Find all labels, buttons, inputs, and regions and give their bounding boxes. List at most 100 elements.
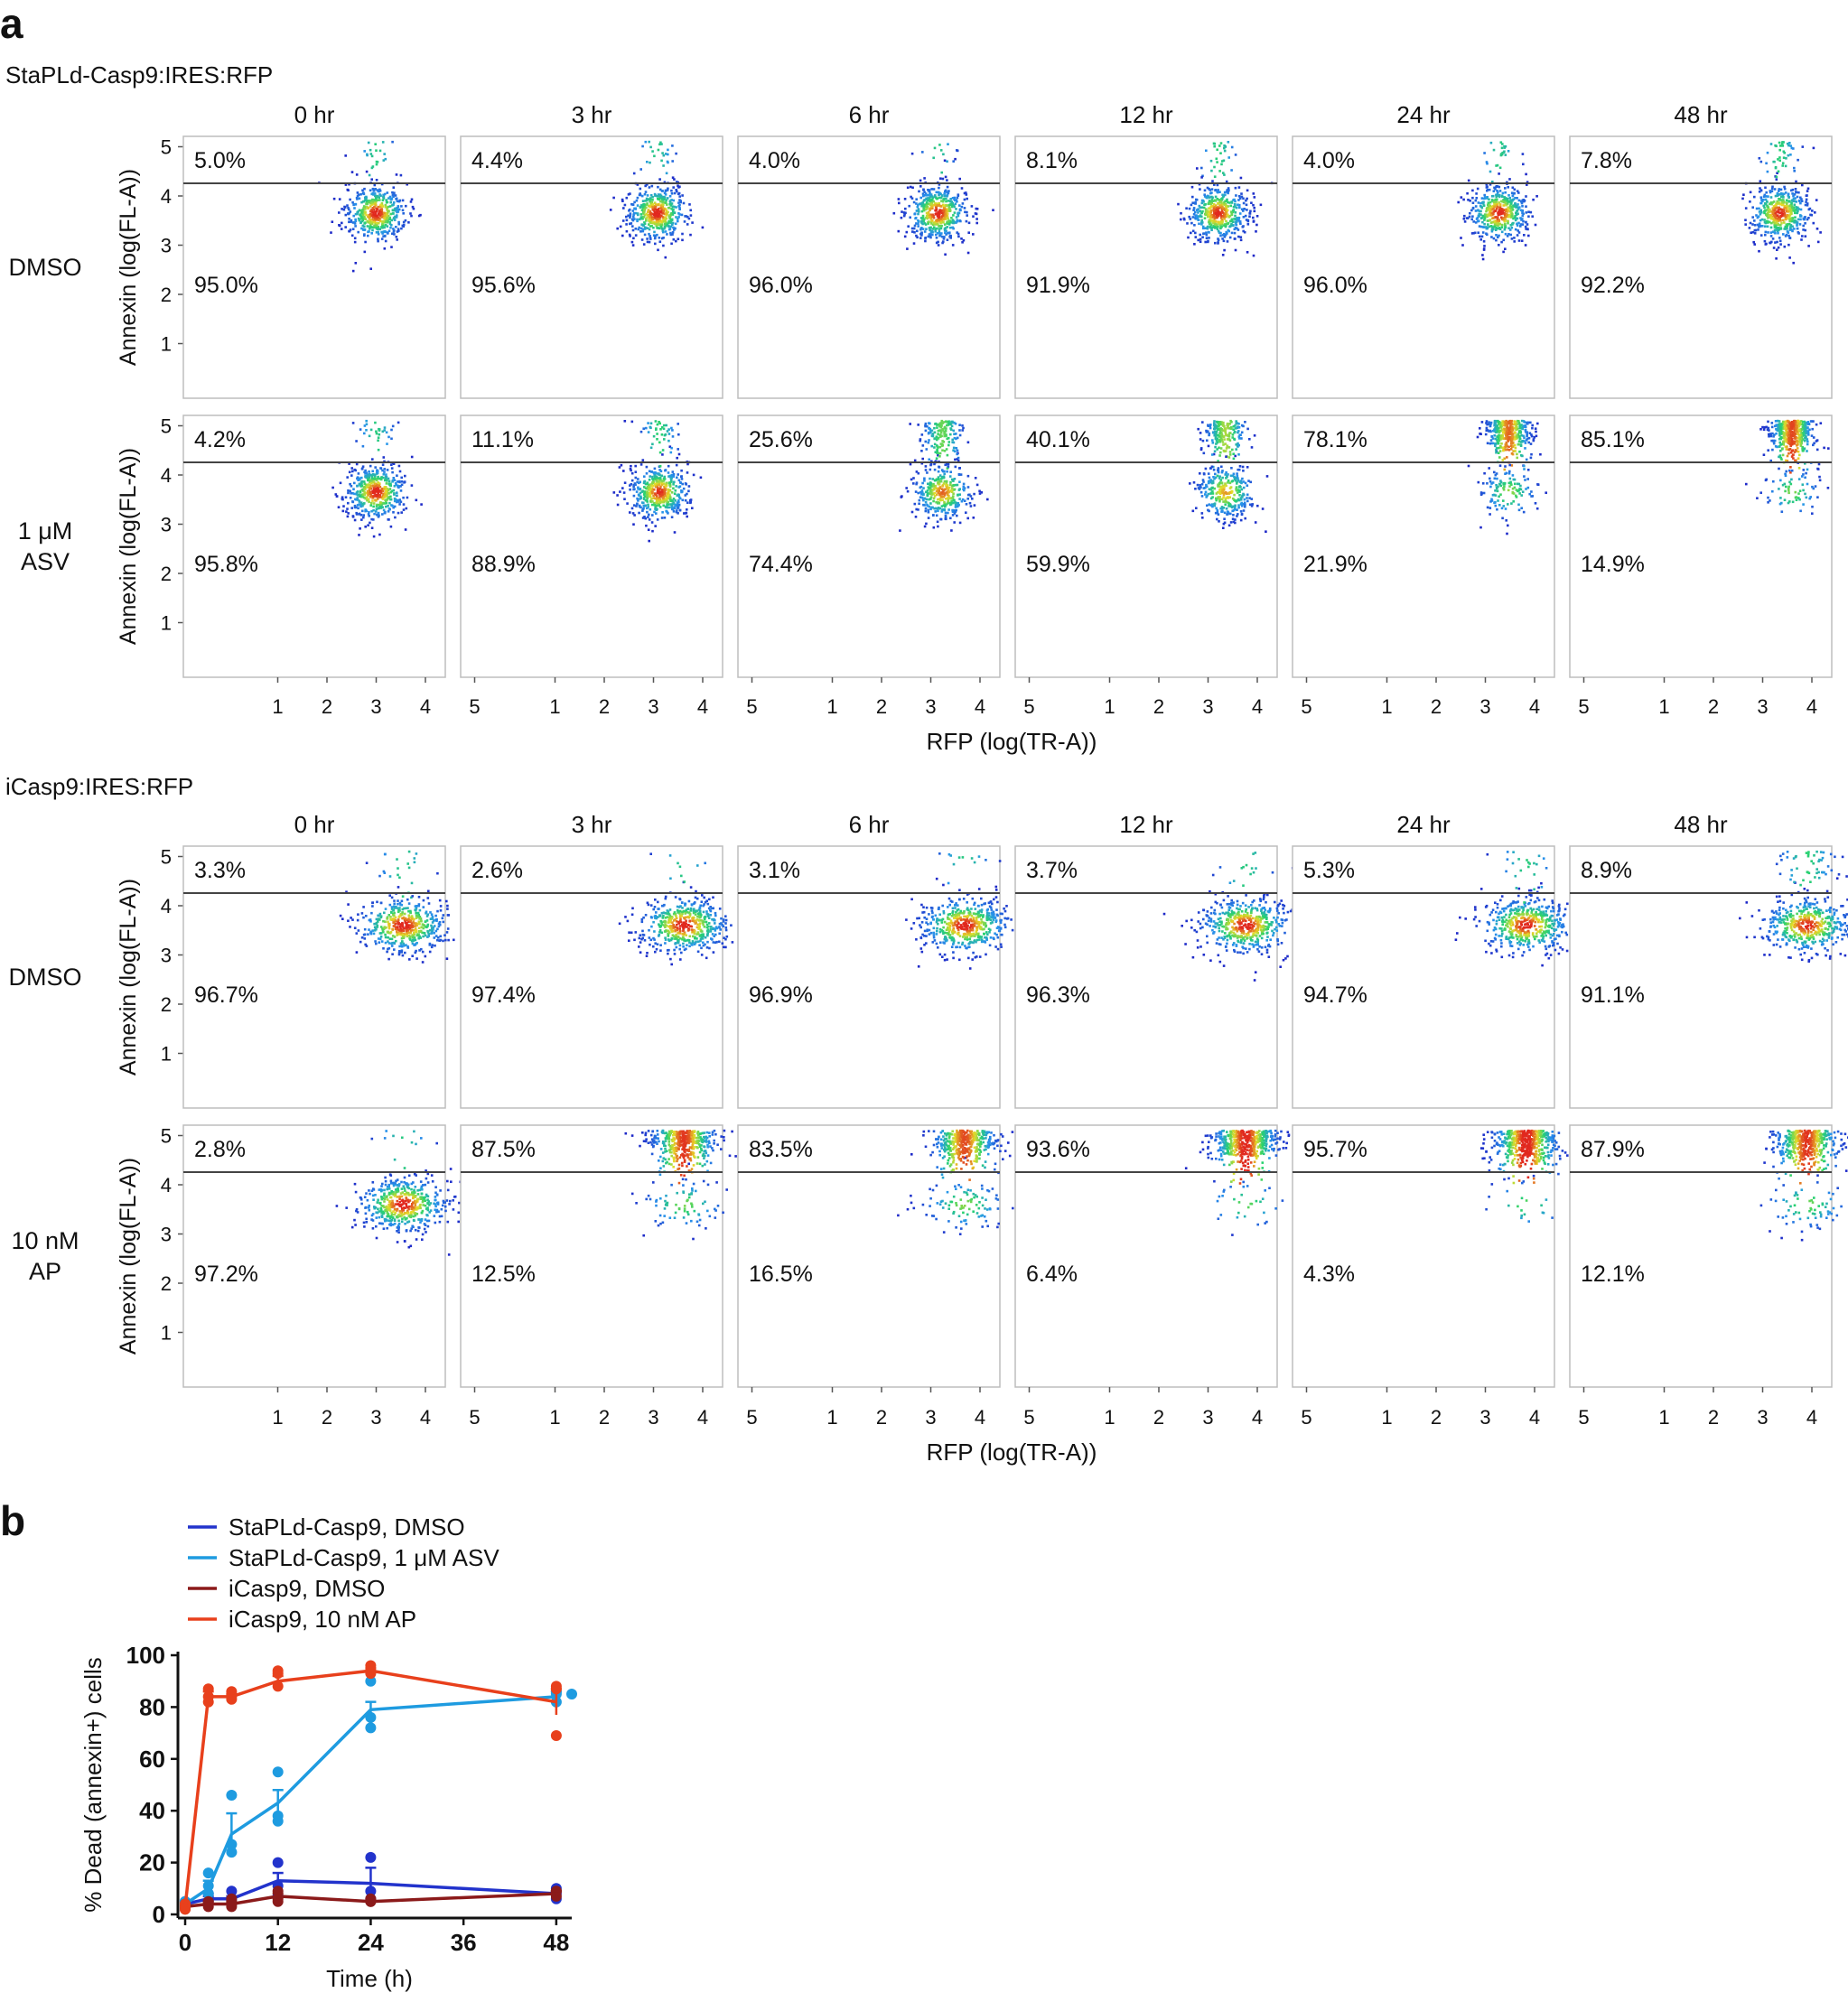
event-dot (668, 474, 672, 478)
event-dot (1763, 219, 1766, 221)
event-dot (664, 208, 667, 210)
event-dot (1219, 204, 1222, 207)
event-dot (1497, 211, 1499, 215)
event-dot (907, 225, 910, 228)
event-dot (654, 205, 658, 209)
event-dot (942, 210, 945, 212)
event-dot (669, 496, 672, 499)
event-dot (1758, 249, 1760, 253)
event-dot (1227, 205, 1230, 208)
event-dot (1216, 509, 1219, 512)
event-dot (658, 441, 661, 444)
event-dot (1797, 191, 1800, 194)
upper-gate-percent: 5.0% (194, 148, 246, 173)
event-dot (667, 187, 669, 191)
event-dot (952, 446, 956, 450)
event-dot (1201, 221, 1204, 224)
event-dot (956, 452, 958, 456)
event-dot (1479, 201, 1482, 205)
event-dot (956, 196, 959, 200)
event-dot (940, 224, 943, 228)
event-dot (657, 486, 659, 489)
event-dot (910, 152, 914, 155)
event-dot (631, 225, 634, 228)
event-dot (1792, 194, 1795, 198)
event-dot (385, 490, 387, 494)
event-dot (1213, 142, 1217, 145)
event-dot (667, 439, 670, 442)
event-dot (1212, 208, 1216, 210)
event-dot (921, 228, 925, 230)
event-dot (653, 503, 657, 507)
event-dot (363, 470, 366, 474)
event-dot (359, 527, 361, 530)
event-dot (1778, 190, 1780, 192)
event-dot (647, 422, 649, 424)
event-dot (392, 506, 395, 509)
event-dot (384, 203, 387, 207)
event-dot (370, 481, 373, 485)
event-dot (1237, 453, 1240, 456)
event-dot (972, 233, 975, 236)
event-dot (939, 177, 942, 180)
event-dot (1227, 229, 1230, 233)
event-dot (395, 498, 397, 501)
event-dot (1477, 231, 1479, 234)
event-dot (1213, 504, 1216, 507)
event-dot (1217, 189, 1219, 191)
event-dot (924, 501, 928, 504)
event-dot (366, 154, 369, 157)
event-dot (376, 215, 378, 218)
event-dot (1212, 203, 1216, 206)
event-dot (937, 220, 939, 223)
event-dot (1245, 219, 1248, 221)
event-dot (651, 500, 654, 503)
event-dot (645, 199, 649, 202)
event-dot (947, 441, 951, 443)
event-dot (365, 206, 369, 209)
event-dot (1479, 210, 1482, 213)
event-dot (385, 505, 387, 508)
event-dot (656, 500, 659, 504)
event-dot (959, 219, 962, 223)
event-dot (671, 144, 674, 147)
event-dot (632, 237, 635, 240)
event-dot (1201, 439, 1205, 442)
event-dot (393, 499, 397, 503)
event-dot (655, 214, 658, 217)
event-dot (1242, 210, 1245, 212)
event-dot (667, 503, 670, 506)
event-dot (942, 504, 946, 507)
event-dot (1219, 221, 1223, 224)
event-dot (1209, 467, 1212, 470)
event-dot (1224, 200, 1227, 203)
event-dot (975, 221, 978, 225)
event-dot (916, 229, 919, 233)
event-dot (1758, 207, 1760, 210)
event-dot (1244, 214, 1247, 218)
event-dot (667, 471, 670, 474)
event-dot (1199, 484, 1201, 487)
event-dot (398, 470, 402, 473)
event-dot (1474, 205, 1478, 208)
event-dot (929, 192, 931, 196)
event-dot (929, 197, 931, 200)
event-dot (404, 219, 407, 222)
event-dot (905, 230, 909, 234)
event-dot (917, 222, 919, 225)
event-dot (1791, 217, 1795, 220)
event-dot (1785, 199, 1788, 202)
event-dot (377, 511, 380, 515)
event-dot (651, 490, 654, 494)
event-dot (930, 444, 933, 448)
event-dot (353, 506, 357, 509)
event-dot (394, 516, 397, 519)
event-dot (956, 449, 959, 452)
event-dot (1237, 186, 1241, 189)
event-dot (651, 475, 654, 479)
event-dot (350, 219, 353, 222)
event-dot (648, 223, 650, 226)
event-dot (1501, 218, 1505, 221)
event-dot (1751, 216, 1754, 219)
event-dot (1236, 218, 1239, 221)
